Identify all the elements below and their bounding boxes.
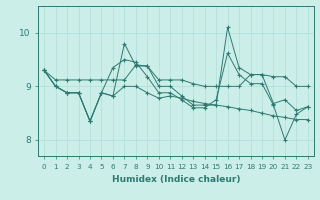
X-axis label: Humidex (Indice chaleur): Humidex (Indice chaleur) (112, 175, 240, 184)
